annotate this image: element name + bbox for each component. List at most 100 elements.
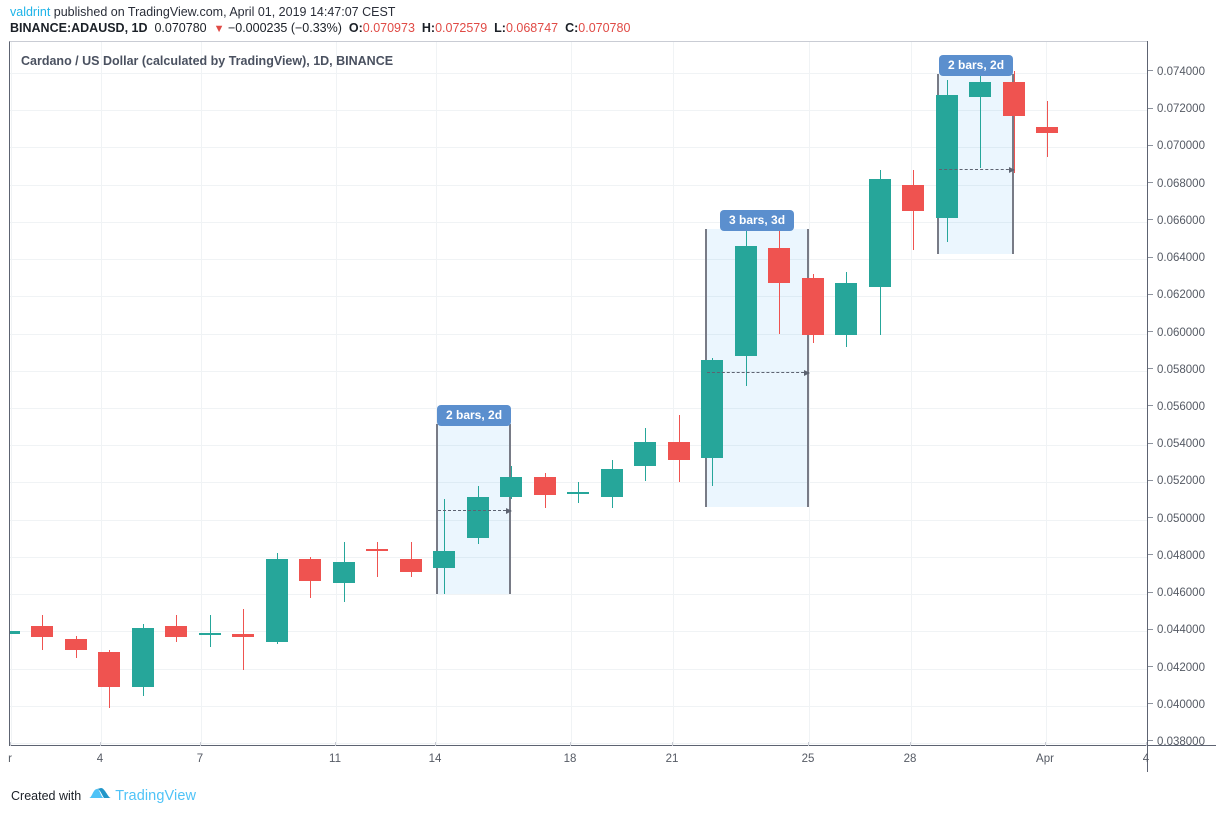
price-tick: 0.054000 bbox=[1148, 438, 1205, 450]
candle-body bbox=[601, 469, 623, 498]
grid-line-horizontal bbox=[10, 221, 1147, 223]
author-link[interactable]: valdrint bbox=[10, 5, 51, 19]
price-tick: 0.044000 bbox=[1148, 624, 1205, 636]
price-tick-label: 0.072000 bbox=[1157, 103, 1205, 116]
candle-body bbox=[132, 627, 154, 688]
time-tick-mark bbox=[435, 742, 436, 746]
axis-separator bbox=[1147, 746, 1148, 772]
grid-line-horizontal bbox=[10, 184, 1147, 186]
candle-body bbox=[299, 558, 321, 582]
candle-wick bbox=[9, 628, 10, 641]
time-tick-label: 4 bbox=[1142, 753, 1150, 765]
price-change: −0.000235 (−0.33%) bbox=[227, 21, 342, 35]
time-tick-mark bbox=[100, 742, 101, 746]
footer-attribution: Created with TradingView bbox=[11, 786, 196, 806]
candle-wick bbox=[980, 73, 981, 168]
price-tick: 0.052000 bbox=[1148, 475, 1205, 487]
price-tick-label: 0.042000 bbox=[1157, 661, 1205, 674]
candle-body bbox=[433, 551, 455, 569]
grid-line-horizontal bbox=[10, 333, 1147, 335]
time-tick-label: 18 bbox=[563, 753, 577, 765]
time-tick-mark bbox=[570, 742, 571, 746]
high-key: H: bbox=[421, 21, 436, 35]
candle-wick bbox=[210, 614, 211, 648]
candle-body bbox=[869, 179, 891, 288]
price-tick: 0.066000 bbox=[1148, 215, 1205, 227]
grid-line-vertical bbox=[571, 42, 572, 745]
candle-body bbox=[400, 558, 422, 572]
price-tick-label: 0.066000 bbox=[1157, 214, 1205, 227]
price-tick-label: 0.056000 bbox=[1157, 401, 1205, 413]
measurement-label[interactable]: 3 bars, 3d bbox=[720, 210, 795, 231]
price-tick: 0.048000 bbox=[1148, 550, 1205, 562]
time-tick-label: 14 bbox=[428, 753, 442, 765]
candle-body bbox=[634, 441, 656, 466]
time-tick-mark bbox=[672, 742, 673, 746]
close-value: 0.070780 bbox=[578, 21, 631, 35]
price-tick-label: 0.052000 bbox=[1157, 475, 1205, 488]
time-tick-mark bbox=[335, 742, 336, 746]
candle-body bbox=[10, 631, 20, 635]
time-tick-label: 28 bbox=[903, 753, 917, 765]
grid-line-vertical bbox=[101, 42, 102, 745]
candle-body bbox=[835, 283, 857, 336]
grid-line-vertical bbox=[11, 42, 12, 745]
price-tick: 0.062000 bbox=[1148, 289, 1205, 301]
measurement-label[interactable]: 2 bars, 2d bbox=[437, 405, 512, 426]
time-tick-mark bbox=[1045, 742, 1046, 746]
grid-line-horizontal bbox=[10, 668, 1147, 670]
candle-body bbox=[366, 549, 388, 552]
time-tick-label: 7 bbox=[196, 753, 204, 765]
grid-line-horizontal bbox=[10, 370, 1147, 372]
grid-line-horizontal bbox=[10, 705, 1147, 707]
price-tick-label: 0.058000 bbox=[1157, 363, 1205, 376]
candle-body bbox=[65, 638, 87, 650]
candle-body bbox=[232, 634, 254, 637]
grid-line-vertical bbox=[809, 42, 810, 745]
measurement-label[interactable]: 2 bars, 2d bbox=[939, 55, 1014, 76]
time-tick-label: 25 bbox=[801, 753, 815, 765]
time-tick-label: 4 bbox=[96, 753, 104, 765]
grid-line-vertical bbox=[911, 42, 912, 745]
price-tick: 0.050000 bbox=[1148, 513, 1205, 525]
measurement-arrow bbox=[438, 507, 512, 514]
candle-body bbox=[567, 491, 589, 494]
grid-line-horizontal bbox=[10, 519, 1147, 521]
low-value: 0.068747 bbox=[505, 21, 559, 35]
high-value: 0.072579 bbox=[435, 21, 488, 35]
time-axis[interactable]: r 4 7 11 14 18 21 25 28 Apr 4 bbox=[8, 742, 1216, 772]
price-tick-label: 0.062000 bbox=[1157, 289, 1205, 302]
price-tick-label: 0.054000 bbox=[1157, 438, 1205, 451]
grid-line-vertical bbox=[336, 42, 337, 745]
symbol-label[interactable]: BINANCE:ADAUSD, 1D bbox=[10, 21, 148, 35]
chart-legend-title: Cardano / US Dollar (calculated by Tradi… bbox=[21, 54, 394, 68]
candle-body bbox=[1036, 126, 1058, 133]
grid-line-horizontal bbox=[10, 296, 1147, 298]
candle-body bbox=[31, 625, 53, 637]
open-value: 0.070973 bbox=[362, 21, 415, 35]
chart-plot-area[interactable]: 2 bars, 2d 3 bars, 3d 2 bars, 2d Cardano /… bbox=[9, 41, 1147, 745]
time-tick-label: 21 bbox=[665, 753, 679, 765]
candle-body bbox=[969, 82, 991, 98]
time-tick-mark bbox=[910, 742, 911, 746]
price-tick: 0.060000 bbox=[1148, 327, 1205, 339]
price-tick-label: 0.064000 bbox=[1157, 252, 1205, 265]
time-tick-mark bbox=[200, 742, 201, 746]
candle-body bbox=[199, 633, 221, 636]
publish-text: published on TradingView.com, April 01, … bbox=[50, 5, 396, 19]
time-tick-label: 11 bbox=[329, 753, 341, 765]
low-key: L: bbox=[494, 21, 506, 35]
measurement-arrow bbox=[939, 166, 1015, 173]
grid-line-horizontal bbox=[10, 73, 1147, 74]
candle-wick bbox=[377, 542, 378, 578]
price-axis[interactable]: 0.074000 0.072000 0.070000 0.068000 0.066000… bbox=[1147, 41, 1216, 748]
time-tick-label: Apr bbox=[1036, 753, 1054, 765]
grid-line-vertical bbox=[436, 42, 437, 745]
grid-line-vertical bbox=[673, 42, 674, 745]
price-tick: 0.056000 bbox=[1148, 401, 1205, 413]
candle-wick bbox=[1014, 71, 1015, 174]
candle-body bbox=[768, 247, 790, 284]
price-tick-label: 0.068000 bbox=[1157, 177, 1205, 190]
candle-body bbox=[735, 246, 757, 356]
price-tick: 0.040000 bbox=[1148, 699, 1205, 711]
